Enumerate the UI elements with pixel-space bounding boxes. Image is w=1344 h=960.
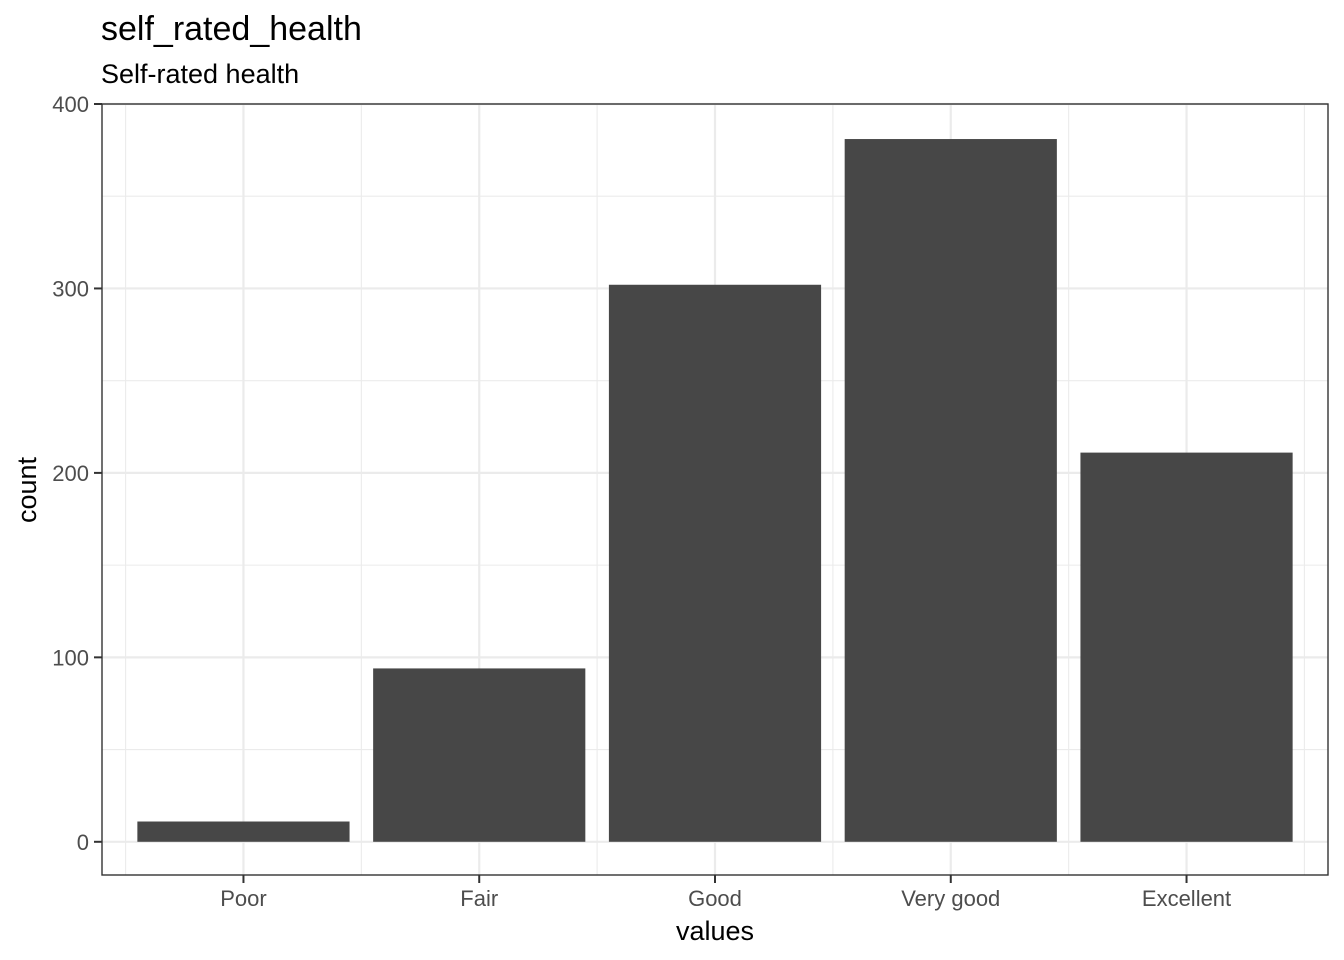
x-axis-title: values	[676, 916, 754, 946]
x-tick-label: Excellent	[1142, 886, 1231, 911]
y-axis: 0 100 200 300 400	[52, 92, 102, 855]
bar-very-good	[844, 139, 1057, 842]
x-tick-label: Fair	[460, 886, 498, 911]
x-tick-label: Poor	[220, 886, 266, 911]
bar-poor	[137, 821, 350, 842]
bars	[137, 139, 1293, 842]
bar-excellent	[1080, 452, 1293, 842]
x-axis: Poor Fair Good Very good Excellent	[220, 875, 1231, 911]
y-tick-label: 400	[52, 92, 89, 117]
bar-good	[608, 284, 822, 842]
y-tick-label: 0	[77, 830, 89, 855]
chart-title: self_rated_health	[101, 10, 362, 48]
bar-fair	[373, 668, 586, 842]
x-tick-label: Very good	[901, 886, 1000, 911]
y-tick-label: 100	[52, 645, 89, 670]
y-tick-label: 200	[52, 461, 89, 486]
chart-subtitle: Self-rated health	[101, 59, 299, 89]
y-axis-title: count	[12, 456, 42, 523]
x-tick-label: Good	[688, 886, 742, 911]
y-tick-label: 300	[52, 276, 89, 301]
